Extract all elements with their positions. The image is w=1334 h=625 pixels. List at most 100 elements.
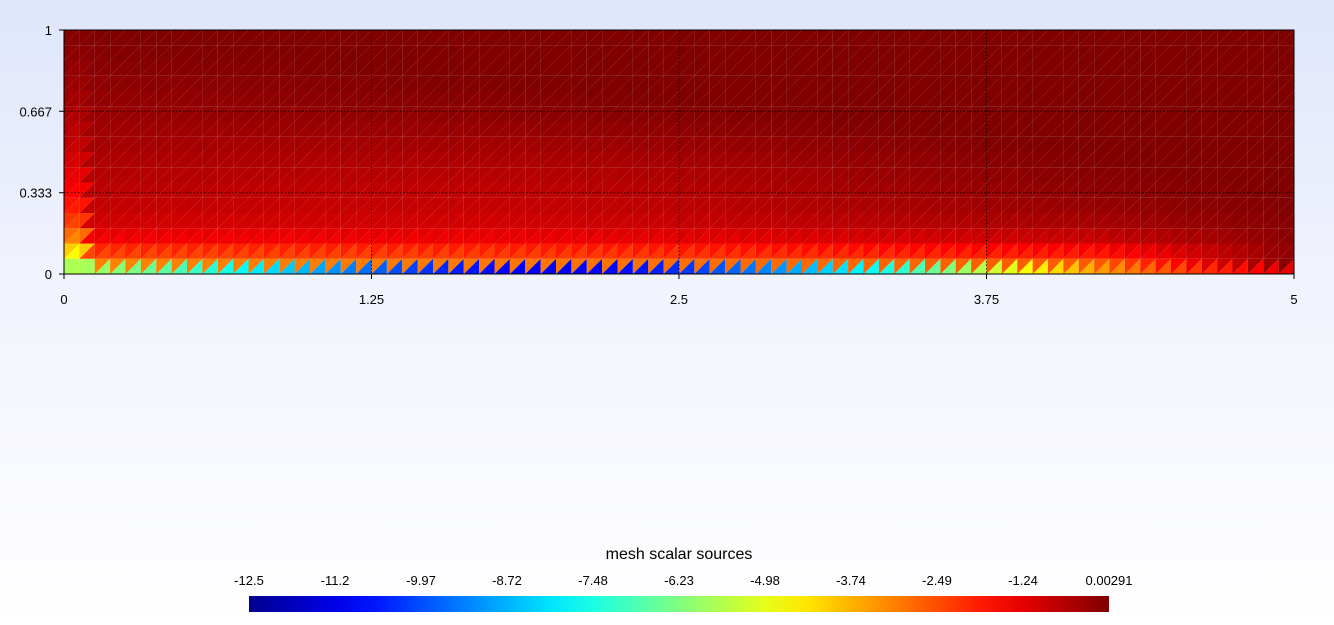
mesh-triangle [1032, 75, 1048, 91]
mesh-triangle [602, 243, 618, 259]
mesh-triangle [709, 228, 726, 244]
mesh-triangle [1155, 106, 1171, 122]
mesh-triangle [986, 75, 1002, 91]
mesh-triangle [556, 106, 572, 122]
mesh-triangle [325, 106, 341, 122]
mesh-triangle [1032, 197, 1048, 213]
mesh-triangle [340, 75, 357, 91]
mesh-triangle [1171, 243, 1187, 259]
mesh-triangle [1017, 60, 1033, 76]
mesh-triangle [433, 60, 449, 76]
mesh-triangle [509, 182, 526, 198]
mesh-triangle [725, 167, 741, 183]
mesh-triangle [1063, 91, 1079, 107]
mesh-triangle [817, 121, 833, 137]
mesh-triangle [1186, 152, 1202, 168]
mesh-triangle [94, 30, 111, 46]
mesh-triangle [786, 45, 802, 61]
mesh-triangle [1186, 91, 1202, 107]
mesh-triangle [479, 167, 495, 183]
mesh-triangle [878, 213, 895, 229]
mesh-triangle [909, 258, 925, 274]
mesh-triangle [1140, 121, 1156, 137]
mesh-triangle [1201, 106, 1218, 122]
mesh-triangle [771, 75, 787, 91]
mesh-triangle [279, 258, 295, 274]
mesh-triangle [371, 182, 387, 198]
mesh-triangle [925, 258, 941, 274]
mesh-triangle [433, 45, 449, 61]
mesh-triangle [1217, 91, 1233, 107]
mesh-triangle [1155, 197, 1171, 213]
mesh-triangle [125, 45, 141, 61]
mesh-triangle [233, 182, 249, 198]
mesh-triangle [648, 75, 664, 91]
mesh-triangle [171, 182, 187, 198]
mesh-triangle [725, 152, 741, 168]
mesh-triangle [1201, 121, 1218, 137]
mesh-triangle [1263, 121, 1279, 137]
mesh-triangle [694, 213, 710, 229]
mesh-triangle [679, 30, 695, 46]
mesh-triangle [1155, 136, 1171, 152]
mesh-triangle [694, 136, 710, 152]
mesh-triangle [771, 213, 787, 229]
mesh-triangle [1063, 258, 1079, 274]
mesh-triangle [1155, 121, 1171, 137]
mesh-triangle [263, 121, 280, 137]
mesh-triangle [79, 213, 95, 229]
mesh-triangle [263, 167, 280, 183]
mesh-triangle [725, 182, 741, 198]
mesh-triangle [448, 213, 464, 229]
mesh-triangle [248, 197, 264, 213]
mesh-triangle [540, 152, 556, 168]
mesh-triangle [648, 121, 664, 137]
mesh-triangle [433, 197, 449, 213]
mesh-triangle [94, 152, 111, 168]
mesh-triangle [1063, 213, 1079, 229]
mesh-triangle [217, 45, 234, 61]
mesh-triangle [848, 30, 864, 46]
mesh-triangle [1232, 121, 1248, 137]
mesh-triangle [755, 243, 772, 259]
colorbar-tick-label: -2.49 [922, 573, 952, 588]
mesh-triangle [202, 182, 218, 198]
mesh-triangle [64, 75, 80, 91]
mesh-triangle [602, 213, 618, 229]
mesh-triangle [571, 30, 587, 46]
mesh-triangle [1140, 152, 1156, 168]
mesh-triangle [125, 243, 141, 259]
mesh-triangle [248, 60, 264, 76]
mesh-triangle [1140, 45, 1156, 61]
mesh-triangle [940, 91, 956, 107]
mesh-triangle [1263, 136, 1279, 152]
mesh-triangle [233, 45, 249, 61]
mesh-triangle [1001, 167, 1018, 183]
mesh-triangle [233, 152, 249, 168]
mesh-triangle [771, 258, 787, 274]
mesh-triangle [233, 228, 249, 244]
mesh-triangle [1094, 121, 1110, 137]
mesh-triangle [448, 197, 464, 213]
mesh-triangle [1094, 106, 1110, 122]
mesh-triangle [1263, 228, 1279, 244]
mesh-triangle [878, 75, 895, 91]
mesh-triangle [371, 30, 387, 46]
mesh-triangle [1232, 106, 1248, 122]
mesh-triangle [602, 60, 618, 76]
mesh-triangle [1171, 197, 1187, 213]
mesh-triangle [1140, 136, 1156, 152]
mesh-triangle [279, 182, 295, 198]
mesh-triangle [79, 106, 95, 122]
mesh-triangle [878, 30, 895, 46]
mesh-triangle [356, 228, 372, 244]
mesh-triangle [863, 75, 879, 91]
mesh-triangle [894, 258, 910, 274]
mesh-triangle [1109, 197, 1125, 213]
mesh-triangle [110, 167, 126, 183]
mesh-triangle [955, 91, 972, 107]
mesh-triangle [463, 136, 480, 152]
mesh-triangle [1048, 182, 1064, 198]
mesh-triangle [909, 182, 925, 198]
mesh-triangle [848, 228, 864, 244]
